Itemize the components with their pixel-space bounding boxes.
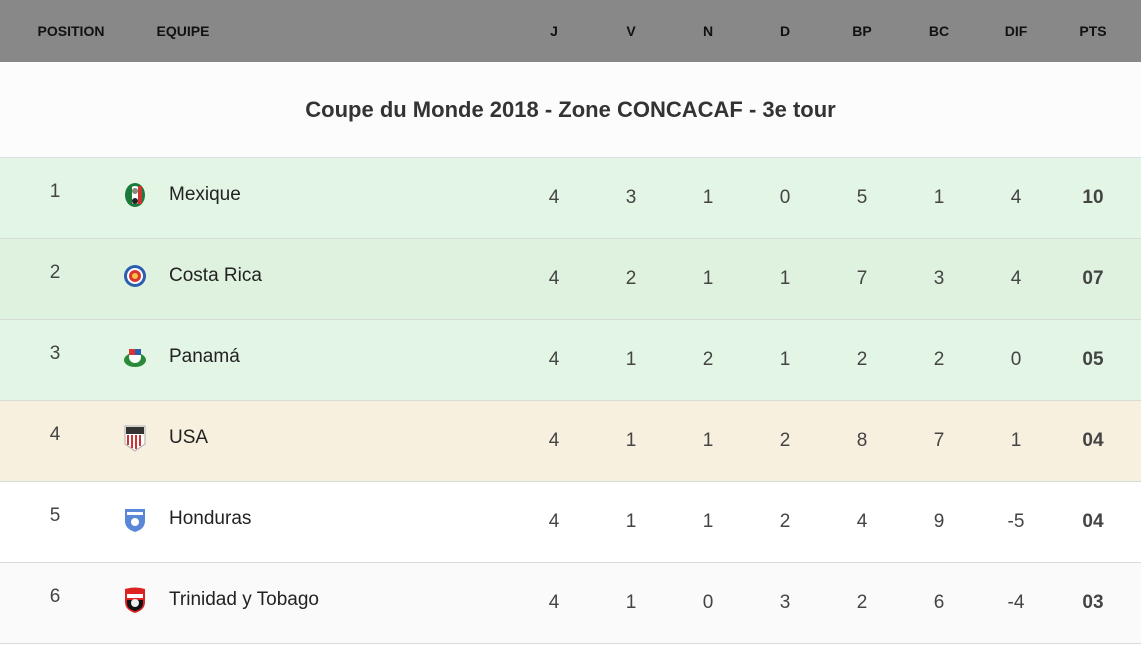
stat-j: 4: [548, 511, 560, 532]
stat-pts: 07: [1082, 268, 1104, 289]
panama-crest-icon: [124, 348, 146, 367]
usa-crest-icon: [124, 425, 146, 452]
team-name[interactable]: Honduras: [169, 507, 252, 529]
stat-pts: 05: [1082, 349, 1104, 370]
position: 4: [49, 424, 61, 446]
stat-dif: 4: [1010, 268, 1022, 289]
position: 3: [49, 343, 61, 365]
position: 2: [49, 262, 61, 284]
header-position: POSITION: [37, 23, 105, 39]
stat-j: 4: [548, 349, 560, 370]
header-dif: DIF: [1004, 23, 1028, 39]
stat-n: 2: [702, 349, 714, 370]
table-row[interactable]: 1 Mexique 4 3 1 0 5 1 4 10: [0, 158, 1141, 239]
stat-bp: 5: [856, 187, 868, 208]
stat-j: 4: [548, 592, 560, 613]
table-header: POSITION EQUIPE J V N D BP BC DIF PTS: [0, 0, 1141, 62]
stat-pts: 04: [1082, 511, 1104, 532]
stat-j: 4: [548, 187, 560, 208]
table-row[interactable]: 5 Honduras 4 1 1 2 4 9 -5 04: [0, 482, 1141, 563]
table-row[interactable]: 4 USA 4 1 1 2 8 7 1 04: [0, 401, 1141, 482]
team-name[interactable]: Trinidad y Tobago: [169, 588, 319, 610]
costa-rica-crest-icon: [124, 264, 146, 287]
position: 1: [49, 181, 61, 203]
stat-n: 1: [702, 187, 714, 208]
mexico-crest-icon: [125, 182, 145, 207]
honduras-crest-icon: [125, 508, 145, 532]
trinidad-crest-icon: [125, 587, 145, 613]
stat-dif: 4: [1010, 187, 1022, 208]
stat-n: 1: [702, 268, 714, 289]
stat-d: 1: [779, 349, 791, 370]
stat-bc: 1: [933, 187, 945, 208]
stat-bp: 2: [856, 349, 868, 370]
stat-bc: 3: [933, 268, 945, 289]
stat-dif: 0: [1010, 349, 1022, 370]
header-v: V: [626, 23, 636, 39]
stat-bc: 7: [933, 430, 945, 451]
header-bp: BP: [852, 23, 872, 39]
stat-dif: -4: [1007, 592, 1025, 613]
stat-bp: 7: [856, 268, 868, 289]
stat-pts: 10: [1082, 187, 1104, 208]
stat-dif: -5: [1007, 511, 1025, 532]
table-title: Coupe du Monde 2018 - Zone CONCACAF - 3e…: [0, 62, 1141, 158]
stat-v: 2: [625, 268, 637, 289]
stat-d: 3: [779, 592, 791, 613]
stat-d: 2: [779, 430, 791, 451]
header-d: D: [779, 23, 791, 39]
stat-v: 1: [625, 430, 637, 451]
stat-v: 1: [625, 592, 637, 613]
stat-j: 4: [548, 268, 560, 289]
stat-bp: 4: [856, 511, 868, 532]
stat-v: 1: [625, 511, 637, 532]
stat-bp: 8: [856, 430, 868, 451]
team-name[interactable]: Costa Rica: [169, 264, 262, 286]
team-name[interactable]: Panamá: [169, 345, 240, 367]
table-row[interactable]: 6 Trinidad y Tobago 4 1 0 3 2 6 -4 03: [0, 563, 1141, 644]
stat-bp: 2: [856, 592, 868, 613]
stat-d: 0: [779, 187, 791, 208]
stat-j: 4: [548, 430, 560, 451]
stat-d: 1: [779, 268, 791, 289]
header-n: N: [702, 23, 714, 39]
standings-table: 1 Mexique 4 3 1 0 5 1 4 10 2 Costa Rica 4 2 1 1 7 3 4 07 3 Pa…: [0, 158, 1141, 644]
position: 5: [49, 505, 61, 527]
stat-bc: 9: [933, 511, 945, 532]
stat-v: 3: [625, 187, 637, 208]
stat-pts: 04: [1082, 430, 1104, 451]
header-j: J: [550, 23, 558, 39]
stat-n: 0: [702, 592, 714, 613]
stat-n: 1: [702, 430, 714, 451]
header-team: EQUIPE: [156, 23, 210, 39]
stat-v: 1: [625, 349, 637, 370]
table-row[interactable]: 3 Panamá 4 1 2 1 2 2 0 05: [0, 320, 1141, 401]
header-bc: BC: [928, 23, 950, 39]
stat-dif: 1: [1010, 430, 1022, 451]
stat-n: 1: [702, 511, 714, 532]
header-pts: PTS: [1079, 23, 1107, 39]
stat-bc: 2: [933, 349, 945, 370]
stat-d: 2: [779, 511, 791, 532]
stat-pts: 03: [1082, 592, 1104, 613]
stat-bc: 6: [933, 592, 945, 613]
team-name[interactable]: USA: [169, 426, 209, 448]
team-name[interactable]: Mexique: [169, 183, 241, 205]
position: 6: [49, 586, 61, 608]
table-row[interactable]: 2 Costa Rica 4 2 1 1 7 3 4 07: [0, 239, 1141, 320]
